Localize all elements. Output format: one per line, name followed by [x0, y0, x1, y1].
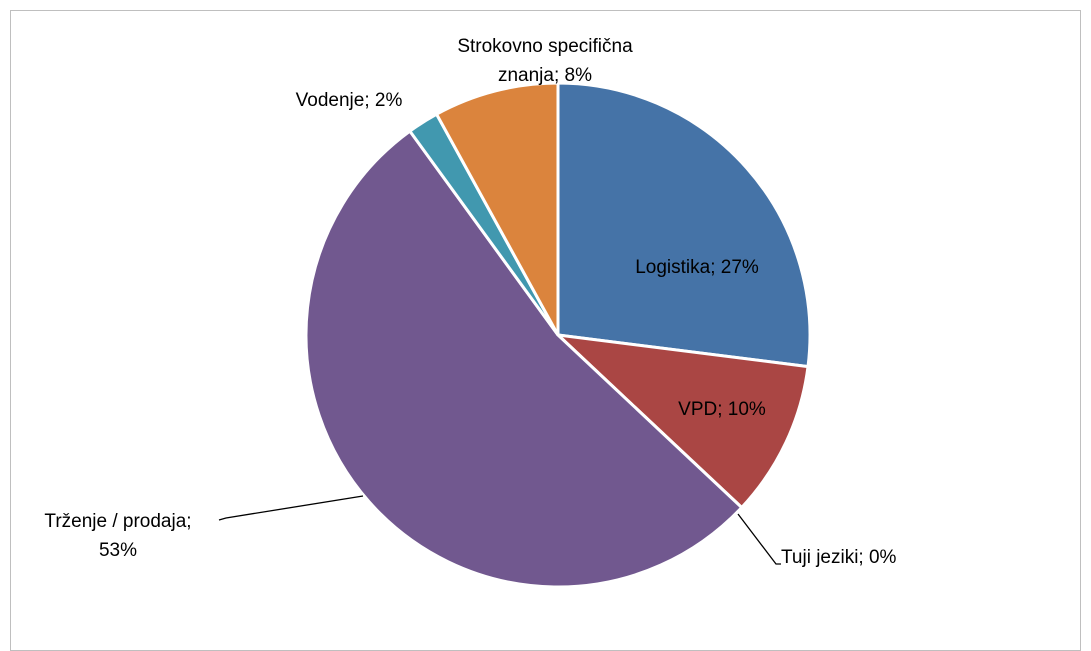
- label-line: Strokovno specifična: [457, 36, 633, 57]
- label-line: Trženje / prodaja;: [44, 511, 191, 532]
- data-label: Vodenje; 2%: [296, 90, 403, 111]
- pie-slice: [304, 129, 744, 589]
- leader-line: [218, 495, 364, 521]
- label-line: znanja; 8%: [498, 65, 592, 86]
- label-line: Tuji jeziki; 0%: [781, 547, 897, 568]
- pie-slice: [434, 81, 560, 336]
- data-label: Strokovno specifična znanja; 8%: [457, 36, 633, 86]
- label-line: Vodenje; 2%: [296, 90, 403, 111]
- label-line: 53%: [99, 540, 137, 561]
- pie-slice: [556, 81, 812, 369]
- data-label: VPD; 10%: [678, 399, 766, 420]
- data-label: Tuji jeziki; 0%: [781, 547, 897, 568]
- data-label: Trženje / prodaja; 53%: [44, 511, 191, 561]
- data-label: Logistika; 27%: [635, 257, 759, 278]
- label-line: Logistika; 27%: [635, 257, 759, 278]
- pie-slice: [553, 332, 810, 510]
- label-line: VPD; 10%: [678, 399, 766, 420]
- leader-line: [737, 513, 781, 565]
